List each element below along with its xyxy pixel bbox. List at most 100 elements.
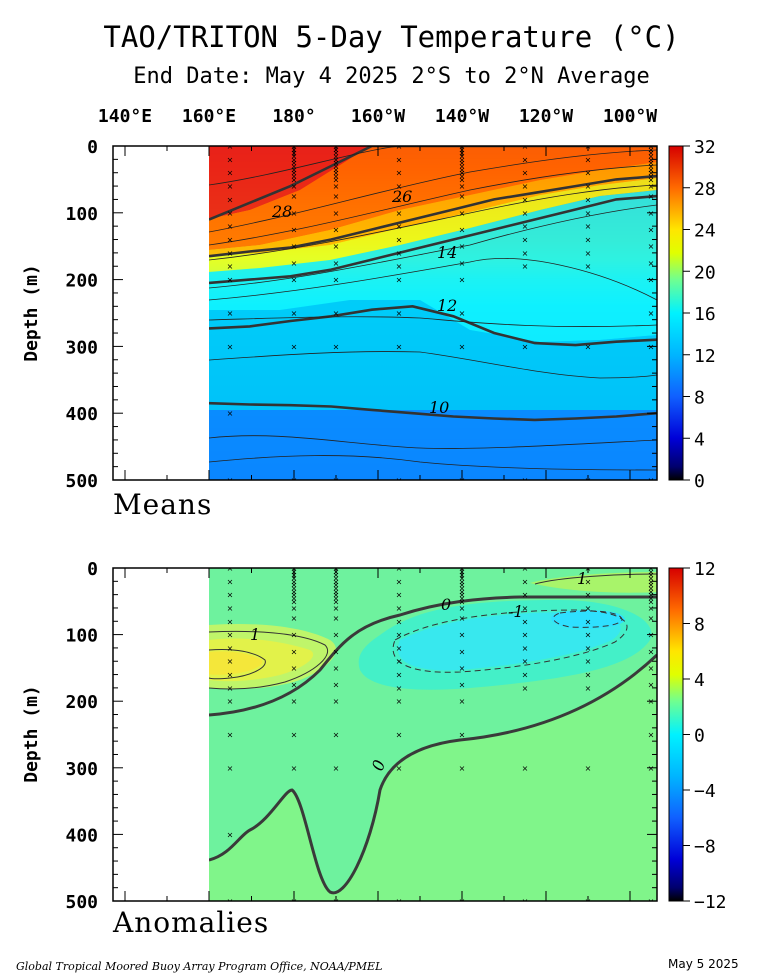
depth-tick-label: 400 <box>65 825 98 846</box>
sample-marker: × <box>585 644 592 653</box>
sample-marker: × <box>291 175 298 184</box>
sample-marker: × <box>585 604 592 613</box>
one-contour-east <box>534 573 657 585</box>
sample-marker: × <box>227 249 234 258</box>
sample-marker: × <box>585 155 592 164</box>
footer-date: May 5 2025 <box>668 957 739 971</box>
sample-marker: × <box>396 182 403 191</box>
sample-marker: × <box>648 142 655 151</box>
sample-marker: × <box>396 309 403 318</box>
sample-marker: × <box>459 574 466 583</box>
sample-marker: × <box>459 577 466 586</box>
sample-marker: × <box>648 159 655 168</box>
sample-marker: × <box>227 182 234 191</box>
contour-label: 10 <box>429 398 449 417</box>
sample-marker: × <box>459 591 466 600</box>
sample-marker: × <box>227 657 234 666</box>
means-panel-label: Means <box>113 488 213 521</box>
sample-marker: × <box>648 145 655 154</box>
sample-marker: × <box>227 222 234 231</box>
sample-marker: × <box>459 581 466 590</box>
sample-marker: × <box>522 644 529 653</box>
sample-marker: × <box>459 169 466 178</box>
sample-marker: × <box>648 574 655 583</box>
sample-marker: × <box>227 342 234 351</box>
sample-marker: × <box>396 262 403 271</box>
sample-marker: × <box>396 276 403 285</box>
sample-marker: × <box>585 671 592 680</box>
sample-marker: × <box>648 155 655 164</box>
sample-marker: × <box>522 476 529 485</box>
sample-marker: × <box>459 664 466 673</box>
anomalies-plot-frame <box>112 567 658 902</box>
means-sample-markers: × × × × × × × × × × × × × × × × × × × × × × × × × × × × × × × × × × × × × × × ×… <box>227 142 655 485</box>
sample-marker: × <box>522 195 529 204</box>
sample-marker: × <box>522 684 529 693</box>
sample-marker: × <box>227 209 234 218</box>
sample-marker: × <box>333 192 340 201</box>
sample-marker: × <box>648 169 655 178</box>
sample-marker: × <box>522 591 529 600</box>
sample-marker: × <box>291 764 298 773</box>
anomalies-colorbar <box>668 567 684 902</box>
sample-marker: × <box>459 584 466 593</box>
sample-marker: × <box>459 155 466 164</box>
sample-marker: × <box>333 647 340 656</box>
sample-marker: × <box>396 155 403 164</box>
sample-marker: × <box>291 242 298 251</box>
sample-marker: × <box>648 594 655 603</box>
sample-marker: × <box>648 571 655 580</box>
sample-marker: × <box>459 681 466 690</box>
sample-marker: × <box>522 577 529 586</box>
sample-marker: × <box>227 617 234 626</box>
sample-marker: × <box>459 182 466 191</box>
colorbar-tick-label: 12 <box>694 346 716 367</box>
anomalies-sample-markers: × × × × × × × × × × × × × × × × × × × × × × × × × × × × × × × × × × × × × × × ×… <box>227 564 655 906</box>
chart-subtitle: End Date: May 4 2025 2°S to 2°N Average <box>133 64 650 89</box>
sample-marker: × <box>648 897 655 906</box>
colorbar-tick-label: −12 <box>694 892 727 913</box>
sample-marker: × <box>522 222 529 231</box>
sample-marker: × <box>227 671 234 680</box>
lon-tick-label: 160°E <box>181 106 237 127</box>
anomalies-colorbar-ticks: −12 −8 −4 0 4 8 12 <box>683 559 727 913</box>
sample-marker: × <box>333 152 340 161</box>
sample-marker: × <box>333 571 340 580</box>
sample-marker: × <box>396 644 403 653</box>
colorbar-tick-label: 8 <box>694 388 705 409</box>
sample-marker: × <box>648 242 655 251</box>
contour-label: 1 <box>250 625 260 644</box>
positive-anomaly-center <box>209 651 263 675</box>
sample-marker: × <box>648 192 655 201</box>
contour-label: 0 <box>441 595 451 614</box>
sample-marker: × <box>333 664 340 673</box>
sample-marker: × <box>291 152 298 161</box>
depth-tick-label: 500 <box>65 892 98 913</box>
sample-marker: × <box>459 152 466 161</box>
means-colorbar <box>668 145 684 481</box>
colorbar-tick-label: 12 <box>694 559 716 580</box>
sample-marker: × <box>227 564 234 573</box>
sample-marker: × <box>648 182 655 191</box>
sample-marker: × <box>227 591 234 600</box>
sample-marker: × <box>333 604 340 613</box>
sample-marker: × <box>522 764 529 773</box>
sample-marker: × <box>291 226 298 235</box>
sample-marker: × <box>396 591 403 600</box>
sample-marker: × <box>522 631 529 640</box>
sample-marker: × <box>585 684 592 693</box>
sample-marker: × <box>459 172 466 181</box>
colorbar-tick-label: 0 <box>694 726 705 747</box>
contour-label: 14 <box>437 243 457 262</box>
band-yellow <box>209 178 657 272</box>
sample-marker: × <box>396 897 403 906</box>
sample-marker: × <box>585 236 592 245</box>
contour-label: 26 <box>391 187 412 206</box>
sample-marker: × <box>396 142 403 151</box>
sample-marker: × <box>648 681 655 690</box>
sample-marker: × <box>333 149 340 158</box>
sample-marker: × <box>396 249 403 258</box>
isotherm-line <box>209 146 657 221</box>
depth-tick-label: 100 <box>65 626 98 647</box>
sample-marker: × <box>648 614 655 623</box>
